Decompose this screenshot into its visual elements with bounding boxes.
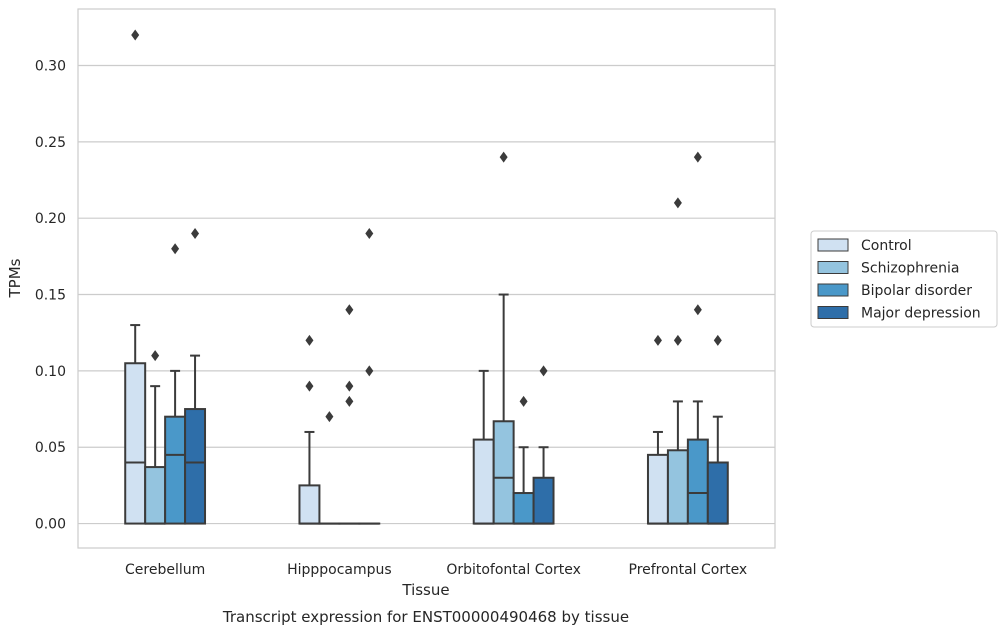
legend-label: Bipolar disorder: [861, 283, 972, 299]
box-group: [532, 365, 555, 525]
box: [492, 420, 515, 525]
y-tick-label: 0.10: [35, 364, 66, 380]
outlier-point: [365, 365, 374, 377]
box-group: [124, 29, 147, 525]
plot-frame: [77, 8, 776, 549]
box-group: [338, 304, 361, 525]
outlier-point: [693, 304, 702, 316]
y-tick-labels: 0.00 0.05 0.10 0.15 0.20 0.25 0.30: [35, 58, 66, 532]
outlier-point: [305, 334, 314, 346]
x-tick-labels: Cerebellum Hipppocampus Orbitofontal Corte…: [125, 562, 747, 578]
box: [706, 461, 729, 525]
legend-frame: [810, 230, 998, 328]
x-tick-label: Orbitofontal Cortex: [446, 562, 581, 578]
outlier-point: [519, 395, 528, 407]
chart-title: Transcript expression for ENST0000049046…: [222, 608, 629, 626]
outlier-point: [325, 411, 334, 423]
y-tick-label: 0.00: [35, 517, 66, 533]
box-group: [184, 227, 207, 525]
box-group: [686, 151, 709, 525]
legend-swatch: [817, 306, 849, 319]
legend-swatch: [817, 238, 849, 252]
legend-swatch: [817, 283, 849, 297]
y-tick-label: 0.25: [35, 135, 66, 151]
box: [646, 453, 669, 525]
box-group: [646, 334, 669, 525]
outlier-point: [345, 380, 354, 392]
outlier-point: [191, 227, 200, 239]
box: [532, 476, 555, 525]
outlier-point: [171, 243, 180, 255]
outlier-point: [673, 334, 682, 346]
box-group: [706, 334, 729, 525]
box: [124, 362, 147, 525]
legend-swatch: [817, 261, 849, 274]
x-tick-label: Cerebellum: [125, 562, 205, 578]
x-tick-label: Prefrontal Cortex: [629, 562, 748, 578]
box: [686, 438, 709, 525]
box: [472, 438, 495, 525]
outlier-point: [365, 227, 374, 239]
outlier-point: [713, 334, 722, 346]
x-axis-label: Tissue: [401, 581, 449, 599]
box: [144, 466, 167, 525]
box: [666, 449, 689, 525]
box-group: [298, 334, 321, 525]
x-tick-label: Hipppocampus: [287, 562, 392, 578]
box: [298, 484, 321, 525]
box: [512, 492, 535, 525]
box-group: [318, 411, 341, 525]
outlier-point: [131, 29, 140, 41]
box-group: [492, 151, 515, 525]
y-tick-label: 0.30: [35, 58, 66, 74]
outlier-point: [673, 197, 682, 209]
boxes: [124, 29, 729, 525]
box: [184, 408, 207, 525]
outlier-point: [693, 151, 702, 163]
legend-label: Control: [861, 238, 912, 254]
outlier-point: [305, 380, 314, 392]
y-axis-label: TPMs: [6, 258, 24, 298]
y-tick-label: 0.05: [35, 440, 66, 456]
box: [164, 415, 187, 525]
outlier-point: [499, 151, 508, 163]
outlier-point: [539, 365, 548, 377]
outlier-point: [653, 334, 662, 346]
legend-label: Major depression: [861, 306, 981, 322]
outlier-point: [345, 395, 354, 407]
outlier-point: [345, 304, 354, 316]
box-group: [512, 395, 535, 525]
y-tick-label: 0.15: [35, 288, 66, 304]
outlier-point: [151, 350, 160, 362]
box-group: [358, 227, 381, 525]
legend: Control Schizophrenia Bipolar disorder Majo…: [810, 230, 998, 328]
legend-label: Schizophrenia: [861, 261, 959, 277]
y-tick-label: 0.20: [35, 211, 66, 227]
